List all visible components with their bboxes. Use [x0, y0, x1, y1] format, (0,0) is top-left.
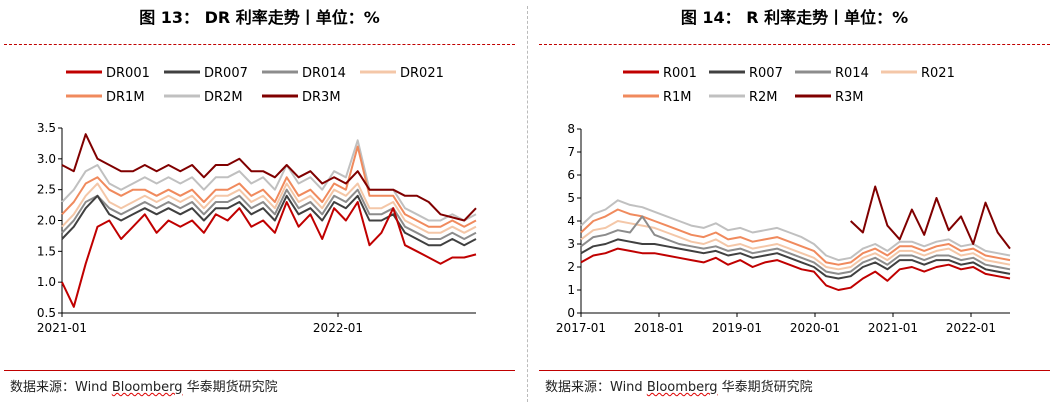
title-divider: [4, 44, 515, 45]
y-tick-label: 8: [567, 122, 575, 136]
source-note: 数据来源：Wind Bloomberg 华泰期货研究院: [545, 376, 813, 395]
panel-divider: [527, 6, 528, 402]
source-bloomberg: Bloomberg: [646, 380, 718, 395]
series-line-r007: [580, 238, 1011, 280]
chart-panel-r: 图 14： R 利率走势丨单位：% R001 R007 R014 R021 R1M R2M…: [535, 0, 1054, 406]
series-line-dr014: [61, 188, 477, 240]
y-tick-label: 1.5: [37, 244, 56, 258]
y-tick-label: 5: [567, 191, 575, 205]
series-line-r2m: [580, 199, 1011, 262]
series-line-r001: [580, 247, 1011, 291]
source-divider: [539, 370, 1050, 371]
legend-label: DR014: [302, 66, 346, 81]
series-line-dr007: [61, 194, 477, 247]
source-bloomberg: Bloomberg: [111, 380, 183, 395]
legend-label: R014: [835, 66, 869, 81]
legend-label: R1M: [663, 90, 692, 105]
series-line-dr2m: [61, 139, 477, 222]
chart-title: 图 13： DR 利率走势丨单位：%: [139, 8, 380, 27]
legend-label: R021: [921, 66, 955, 81]
x-tick-label: 2021-01: [37, 321, 87, 335]
series-line-r014: [580, 215, 1011, 275]
y-tick-label: 0.5: [37, 306, 56, 320]
y-tick-label: 7: [567, 145, 575, 159]
x-tick-label: 2017-01: [556, 321, 606, 335]
y-tick-label: 4: [567, 214, 575, 228]
legend-label: DR1M: [106, 90, 145, 105]
legend-label: DR007: [204, 66, 248, 81]
y-tick-label: 3: [567, 237, 575, 251]
series-line-r3m: [850, 185, 1011, 250]
y-tick-label: 3.5: [37, 121, 56, 135]
y-tick-label: 3.0: [37, 152, 56, 166]
title-divider: [539, 44, 1050, 45]
legend-label: R2M: [749, 90, 778, 105]
series-line-r021: [580, 220, 1011, 271]
x-tick-label: 2019-01: [712, 321, 762, 335]
legend-label: DR3M: [302, 90, 341, 105]
series-line-dr001: [61, 201, 477, 308]
y-tick-label: 2.5: [37, 183, 56, 197]
dr-chart: DR001 DR007 DR014 DR021 DR1M DR2M DR3M 0.5 1.0 1.…: [37, 66, 477, 335]
legend-label: R007: [749, 66, 783, 81]
x-tick-label: 2022-01: [946, 321, 996, 335]
y-tick-label: 6: [567, 168, 575, 182]
legend-label: R001: [663, 66, 697, 81]
x-tick-label: 2021-01: [868, 321, 918, 335]
legend-label: DR001: [106, 66, 150, 81]
source-prefix: 数据来源：Wind: [545, 380, 647, 395]
legend-label: DR2M: [204, 90, 243, 105]
x-tick-label: 2022-01: [313, 321, 363, 335]
series-line-dr1m: [61, 145, 477, 228]
y-tick-label: 0: [567, 306, 575, 320]
source-suffix: 华泰期货研究院: [717, 380, 813, 395]
legend-label: DR021: [400, 66, 444, 81]
y-tick-label: 2.0: [37, 214, 56, 228]
x-tick-label: 2018-01: [634, 321, 684, 335]
series-line-dr3m: [61, 133, 477, 222]
x-tick-label: 2020-01: [790, 321, 840, 335]
source-divider: [4, 370, 515, 371]
r-chart: R001 R007 R014 R021 R1M R2M R3M 0 1 2 3 4 5 6 7 8 2017-0…: [556, 66, 1011, 335]
chart-panel-dr: 图 13： DR 利率走势丨单位：% DR001 DR007 DR014 DR021 D…: [0, 0, 519, 406]
source-suffix: 华泰期货研究院: [182, 380, 278, 395]
y-tick-label: 2: [567, 260, 575, 274]
source-note: 数据来源：Wind Bloomberg 华泰期货研究院: [10, 376, 278, 395]
series-line-dr021: [61, 182, 477, 234]
y-tick-label: 1: [567, 283, 575, 297]
y-tick-label: 1.0: [37, 275, 56, 289]
legend-label: R3M: [835, 90, 864, 105]
series-line-r1m: [580, 208, 1011, 266]
source-prefix: 数据来源：Wind: [10, 380, 112, 395]
chart-title: 图 14： R 利率走势丨单位：%: [680, 8, 909, 27]
